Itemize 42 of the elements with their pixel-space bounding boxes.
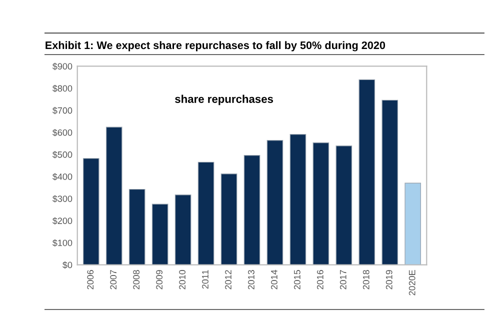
y-tick-label: $800	[52, 84, 72, 92]
bar	[198, 162, 214, 265]
y-tick-label: $100	[52, 239, 72, 247]
y-tick-label: $700	[52, 106, 72, 114]
bar	[290, 134, 306, 265]
bar	[382, 100, 398, 265]
bar	[244, 155, 260, 265]
annotation: share repurchases	[175, 94, 274, 106]
bar	[128, 188, 146, 265]
x-tick-label: 2012	[225, 270, 232, 290]
x-tick-label: 2007	[110, 270, 117, 290]
x-tick-label: 2009	[156, 270, 162, 290]
bar	[336, 146, 352, 265]
x-tick-label: 2018	[362, 270, 370, 290]
x-tick-label: 2008	[133, 270, 140, 290]
x-tick-label: 2011	[202, 270, 208, 289]
x-tick-label: 2006	[87, 270, 94, 290]
bar	[266, 140, 284, 265]
x-tick-label: 2017	[340, 270, 346, 290]
y-tick-label: $900	[52, 62, 72, 70]
x-tick-label: 2013	[248, 270, 254, 290]
x-tick-label: 2019	[386, 270, 392, 290]
bar	[82, 158, 100, 265]
bar	[220, 174, 238, 265]
y-tick-label: $200	[52, 217, 72, 225]
bar	[404, 182, 422, 265]
x-tick-label: 2015	[294, 270, 300, 290]
bar	[106, 126, 122, 265]
y-tick-label: $300	[52, 195, 72, 202]
chart-title: Exhibit 1: We expect share repurchases to fall by 50% during 2020	[46, 41, 386, 52]
y-tick-label: $0	[62, 261, 72, 269]
bar	[358, 79, 376, 265]
x-tick-label: 2014	[271, 270, 278, 290]
y-tick-label: $500	[52, 151, 72, 158]
y-tick-label: $600	[52, 128, 72, 136]
x-tick-label: 2010	[179, 270, 186, 290]
x-tick-label: 2020E	[408, 270, 416, 296]
bar	[312, 142, 330, 265]
bar	[174, 194, 192, 265]
bar	[152, 204, 168, 265]
y-tick-label: $400	[52, 173, 72, 180]
x-tick-label: 2016	[316, 270, 324, 290]
